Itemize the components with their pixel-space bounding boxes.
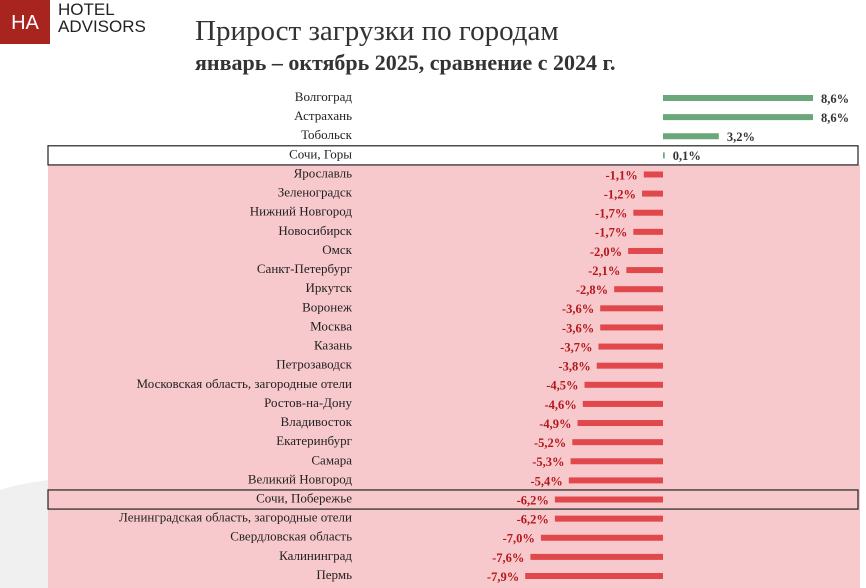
category-label: Владивосток	[281, 414, 353, 429]
bar	[530, 553, 663, 560]
bar	[572, 439, 663, 446]
bar	[570, 458, 663, 465]
category-label: Сочи, Горы	[289, 146, 352, 161]
value-label: -6,2%	[517, 493, 549, 507]
category-label: Ульяновск	[294, 586, 352, 588]
highlight-box	[47, 489, 859, 510]
chart-title: Прирост загрузки по городам	[195, 15, 559, 47]
category-label: Самара	[311, 452, 352, 467]
category-label: Омск	[322, 242, 352, 257]
bar	[582, 400, 663, 407]
value-label: 8,6%	[821, 111, 849, 125]
category-label: Пермь	[316, 567, 352, 582]
value-label: -6,2%	[517, 513, 549, 527]
value-label: 3,2%	[727, 130, 755, 144]
value-label: -7,6%	[492, 551, 524, 565]
bar	[663, 114, 813, 121]
bar	[633, 209, 663, 216]
bar	[633, 228, 663, 235]
category-label: Сочи, Побережье	[256, 491, 352, 506]
category-label: Волгоград	[295, 89, 353, 104]
bar	[568, 477, 663, 484]
value-label: -1,2%	[604, 187, 636, 201]
category-label: Ленинградская область, загородные отели	[119, 510, 352, 525]
bar	[663, 95, 813, 101]
value-label: -5,4%	[531, 474, 563, 488]
category-label: Воронеж	[302, 299, 353, 314]
value-label: -4,5%	[546, 379, 578, 393]
bar	[554, 515, 663, 522]
value-label: 8,6%	[821, 92, 849, 106]
category-label: Ярославль	[294, 165, 352, 180]
bar	[663, 152, 665, 159]
category-label: Санкт-Петербург	[257, 261, 352, 276]
category-label: Калининград	[279, 548, 352, 563]
category-label: Свердловская область	[230, 529, 352, 544]
value-label: -3,8%	[558, 360, 590, 374]
value-label: -1,7%	[595, 207, 627, 221]
negative-band	[48, 164, 860, 588]
value-label: -2,0%	[590, 245, 622, 259]
value-label: -3,7%	[560, 340, 592, 354]
category-label: Зеленоградск	[278, 185, 353, 200]
brand-name: ADVISORS	[58, 17, 146, 36]
category-label: Екатеринбург	[276, 433, 352, 448]
category-label: Ростов-на-Дону	[264, 395, 352, 410]
category-label: Новосибирск	[278, 223, 352, 238]
highlight-box	[47, 145, 859, 166]
bar	[598, 343, 663, 350]
value-label: 0,1%	[673, 149, 701, 163]
category-label: Москва	[310, 318, 352, 333]
chart-subtitle: январь – октябрь 2025, сравнение с 2024 …	[195, 50, 616, 75]
bar	[525, 573, 663, 579]
bar	[577, 420, 663, 427]
bar	[540, 534, 663, 541]
bar	[643, 171, 663, 178]
value-label: -5,2%	[534, 436, 566, 450]
value-label: -5,3%	[532, 455, 564, 469]
value-label: -2,1%	[588, 264, 620, 278]
bar	[596, 362, 663, 369]
value-label: -4,9%	[539, 417, 571, 431]
value-label: -1,1%	[606, 168, 638, 182]
bar	[554, 496, 663, 503]
value-label: -7,0%	[503, 532, 535, 546]
value-label: -2,8%	[576, 283, 608, 297]
value-label: -3,6%	[562, 302, 594, 316]
bar	[663, 133, 719, 140]
category-label: Нижний Новгород	[250, 204, 353, 219]
category-label: Тобольск	[301, 127, 353, 142]
bar	[600, 324, 663, 331]
logo-text: HA	[11, 12, 39, 34]
category-label: Петрозаводск	[276, 357, 352, 372]
bar	[628, 247, 663, 254]
logo-box	[0, 0, 50, 44]
value-label: -1,7%	[595, 226, 627, 240]
category-label: Великий Новгород	[248, 471, 353, 486]
bar	[642, 190, 663, 197]
category-label: Астрахань	[294, 108, 352, 123]
bar	[600, 305, 663, 312]
bar	[626, 267, 663, 274]
brand-name: HOTEL	[58, 0, 115, 19]
category-label: Московская область, загородные отели	[137, 376, 352, 391]
value-label: -4,6%	[544, 398, 576, 412]
value-label: -3,6%	[562, 321, 594, 335]
category-label: Иркутск	[306, 280, 353, 295]
bar	[584, 381, 663, 388]
value-label: -7,9%	[487, 570, 519, 584]
category-label: Казань	[314, 338, 352, 353]
bar	[614, 286, 663, 293]
